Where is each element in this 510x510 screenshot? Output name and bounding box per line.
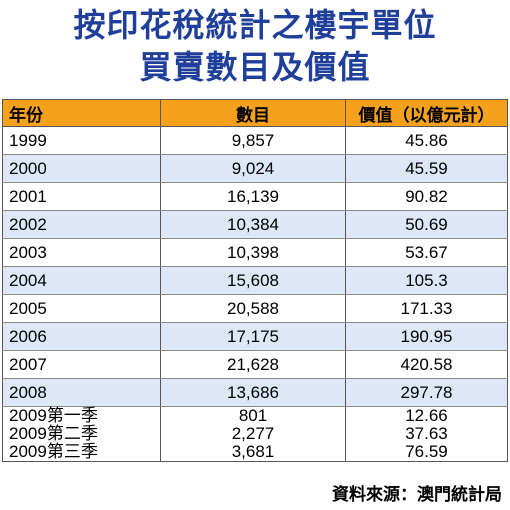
cell-count: 10,384 [160, 210, 346, 239]
cell-year: 2005 [2, 294, 161, 323]
cell-value: 190.95 [345, 322, 508, 351]
cell-value: 420.58 [345, 350, 508, 379]
cell-value: 90.82 [345, 182, 508, 211]
header-year: 年份 [2, 99, 161, 127]
header-count: 數目 [160, 99, 346, 127]
cell-year: 2009第二季 [2, 425, 161, 443]
cell-year: 1999 [2, 126, 161, 155]
table-row: 2001 16,139 90.82 [2, 182, 508, 211]
cell-year: 2007 [2, 350, 161, 379]
cell-count: 9,024 [160, 154, 346, 183]
table-header-row: 年份 數目 價值（以億元計） [2, 99, 508, 127]
table-row: 2002 10,384 50.69 [2, 210, 508, 239]
cell-year: 2003 [2, 238, 161, 267]
cell-year: 2009第一季 [2, 406, 161, 425]
cell-value: 50.69 [345, 210, 508, 239]
cell-year: 2006 [2, 322, 161, 351]
table-row: 2007 21,628 420.58 [2, 350, 508, 379]
title-line-1: 按印花稅統計之樓宇單位 [73, 6, 437, 44]
cell-count: 10,398 [160, 238, 346, 267]
table-row: 2003 10,398 53.67 [2, 238, 508, 267]
cell-value: 105.3 [345, 266, 508, 295]
cell-value: 37.63 [345, 425, 508, 443]
title-line-2: 買賣數目及價值 [139, 48, 371, 86]
cell-value: 45.59 [345, 154, 508, 183]
cell-value: 45.86 [345, 126, 508, 155]
cell-count: 21,628 [160, 350, 346, 379]
table-row-quarter: 2009第一季 801 12.66 [2, 406, 508, 425]
cell-count: 3,681 [160, 443, 346, 462]
cell-count: 13,686 [160, 378, 346, 407]
data-table: 年份 數目 價值（以億元計） 1999 9,857 45.86 2000 9,0… [2, 99, 508, 462]
cell-count: 17,175 [160, 322, 346, 351]
cell-value: 53.67 [345, 238, 508, 267]
cell-year: 2001 [2, 182, 161, 211]
cell-value: 171.33 [345, 294, 508, 323]
cell-count: 20,588 [160, 294, 346, 323]
cell-value: 12.66 [345, 406, 508, 425]
table-row-quarter: 2009第三季 3,681 76.59 [2, 443, 508, 462]
table-row: 2008 13,686 297.78 [2, 378, 508, 407]
header-value: 價值（以億元計） [345, 99, 508, 127]
table-row: 2004 15,608 105.3 [2, 266, 508, 295]
table-row: 2000 9,024 45.59 [2, 154, 508, 183]
cell-year: 2002 [2, 210, 161, 239]
cell-count: 9,857 [160, 126, 346, 155]
cell-count: 801 [160, 406, 346, 425]
cell-count: 2,277 [160, 425, 346, 443]
cell-year: 2008 [2, 378, 161, 407]
cell-year: 2009第三季 [2, 443, 161, 462]
table-row-quarter: 2009第二季 2,277 37.63 [2, 425, 508, 443]
table-row: 1999 9,857 45.86 [2, 126, 508, 155]
cell-year: 2004 [2, 266, 161, 295]
cell-count: 15,608 [160, 266, 346, 295]
table-row: 2005 20,588 171.33 [2, 294, 508, 323]
cell-value: 76.59 [345, 443, 508, 462]
cell-value: 297.78 [345, 378, 508, 407]
cell-year: 2000 [2, 154, 161, 183]
source-note: 資料來源：澳門統計局 [332, 485, 502, 505]
cell-count: 16,139 [160, 182, 346, 211]
table-row: 2006 17,175 190.95 [2, 322, 508, 351]
